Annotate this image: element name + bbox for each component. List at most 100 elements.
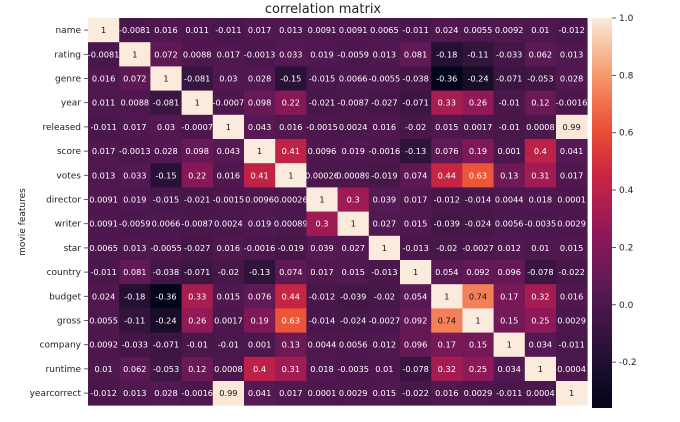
cell-value-label: -0.01 xyxy=(499,122,520,132)
colorbar-tick-label: 0.6 xyxy=(619,129,634,139)
cell-value-label: -0.012 xyxy=(309,291,335,301)
heatmap-cell xyxy=(244,211,276,237)
heatmap-cell xyxy=(150,332,182,358)
heatmap-cell xyxy=(244,332,276,358)
cell-value-label: 0.0091 xyxy=(308,25,337,35)
heatmap-cell xyxy=(400,308,432,333)
heatmap-cell xyxy=(431,18,463,43)
y-tick-label: company xyxy=(40,341,82,351)
heatmap-cell xyxy=(212,114,245,140)
heatmap-cell xyxy=(337,139,370,164)
heatmap-cell xyxy=(306,332,338,358)
cell-value-label: 0.0044 xyxy=(495,195,524,205)
cell-value-label: 0.013 xyxy=(123,243,146,253)
heatmap-cell xyxy=(244,18,276,43)
colorbar-tick-label: 0.0 xyxy=(619,301,634,311)
cell-value-label: 0.033 xyxy=(123,170,146,180)
heatmap-cell xyxy=(181,18,214,43)
cell-value-label: 0.012 xyxy=(497,243,520,253)
cell-value-label: 0.076 xyxy=(435,146,458,156)
cell-value-label: 0.011 xyxy=(92,98,115,108)
cell-value-label: 0.15 xyxy=(500,316,518,326)
heatmap-cell xyxy=(462,235,494,261)
heatmap-cell xyxy=(306,187,338,212)
cell-value-label: 0.0091 xyxy=(339,25,368,35)
heatmap-cell xyxy=(275,66,307,91)
heatmap-cell xyxy=(556,308,588,333)
heatmap-cell xyxy=(493,114,526,140)
cell-value-label: 0.076 xyxy=(248,291,271,301)
cell-value-label: -0.0035 xyxy=(525,219,557,229)
cell-value-label: -0.011 xyxy=(558,340,584,350)
heatmap-cell xyxy=(556,332,588,358)
y-tick-label: writer xyxy=(55,220,82,230)
y-tick-label: country xyxy=(47,268,82,278)
heatmap-cell xyxy=(462,18,494,43)
cell-value-label: 1 xyxy=(475,316,480,326)
heatmap-cell xyxy=(244,66,276,91)
cell-value-label: 0.054 xyxy=(404,291,427,301)
cell-value-label: -0.015 xyxy=(309,74,335,84)
cell-value-label: -0.24 xyxy=(155,316,176,326)
heatmap-cell xyxy=(212,332,245,358)
heatmap-cell xyxy=(556,211,588,237)
heatmap-cell xyxy=(306,66,338,91)
heatmap-cell xyxy=(556,42,588,67)
heatmap-cell xyxy=(244,356,276,382)
cell-value-label: 0.018 xyxy=(529,195,552,205)
heatmap-cell xyxy=(431,235,463,261)
heatmap-cell xyxy=(88,235,120,261)
heatmap-cell xyxy=(181,163,214,188)
cell-value-label: 0.039 xyxy=(373,195,396,205)
cell-value-label: 0.25 xyxy=(469,364,487,374)
heatmap-cell xyxy=(181,139,214,164)
cell-value-label: -0.039 xyxy=(340,291,366,301)
heatmap-cell xyxy=(431,42,463,67)
heatmap-cell xyxy=(431,139,463,164)
heatmap-cell xyxy=(493,163,526,188)
cell-value-label: -0.012 xyxy=(90,388,116,398)
heatmap-cell xyxy=(306,381,338,406)
heatmap-cell xyxy=(119,381,151,406)
cell-value-label: 0.092 xyxy=(466,267,489,277)
cell-value-label: 0.017 xyxy=(123,122,146,132)
cell-value-label: -0.0016 xyxy=(181,388,213,398)
cell-value-label: 0.016 xyxy=(217,170,240,180)
heatmap-cell xyxy=(275,284,307,309)
heatmap-cell xyxy=(181,332,214,358)
y-tick-label: gross xyxy=(57,317,81,327)
cell-value-label: 0.015 xyxy=(435,122,458,132)
heatmap-cell xyxy=(88,381,120,406)
heatmap-cell xyxy=(88,356,120,382)
heatmap-cell xyxy=(524,284,557,309)
cell-value-label: 1 xyxy=(413,267,418,277)
cell-value-label: -0.038 xyxy=(153,267,179,277)
heatmap-cell xyxy=(119,42,151,67)
cell-value-label: -0.024 xyxy=(340,316,366,326)
heatmap-cell xyxy=(150,260,182,285)
heatmap-cell xyxy=(181,114,214,140)
cell-value-label: -0.022 xyxy=(558,267,584,277)
cell-value-label: 0.44 xyxy=(438,170,456,180)
cell-value-label: 0.19 xyxy=(250,316,268,326)
heatmap-cell xyxy=(181,66,214,91)
heatmap-cell xyxy=(368,260,401,285)
heatmap-cell xyxy=(524,66,557,91)
cell-value-label: 0.17 xyxy=(500,291,518,301)
cell-value-label: -0.011 xyxy=(90,267,116,277)
heatmap-cell xyxy=(306,163,338,188)
heatmap-cell xyxy=(181,260,214,285)
heatmap-cell xyxy=(337,284,370,309)
cell-value-label: 0.0056 xyxy=(495,219,524,229)
cell-value-label: 0.098 xyxy=(185,146,208,156)
cell-value-label: 0.001 xyxy=(497,146,520,156)
heatmap-cell xyxy=(306,356,338,382)
heatmap-cell xyxy=(150,66,182,91)
heatmap-cell xyxy=(119,114,151,140)
heatmap-cell xyxy=(119,187,151,212)
heatmap-cell xyxy=(150,235,182,261)
cell-value-label: 0.00026 xyxy=(305,170,339,180)
cell-value-label: 0.015 xyxy=(217,291,240,301)
cell-value-label: -0.13 xyxy=(249,267,270,277)
y-tick-label: director xyxy=(46,196,81,206)
